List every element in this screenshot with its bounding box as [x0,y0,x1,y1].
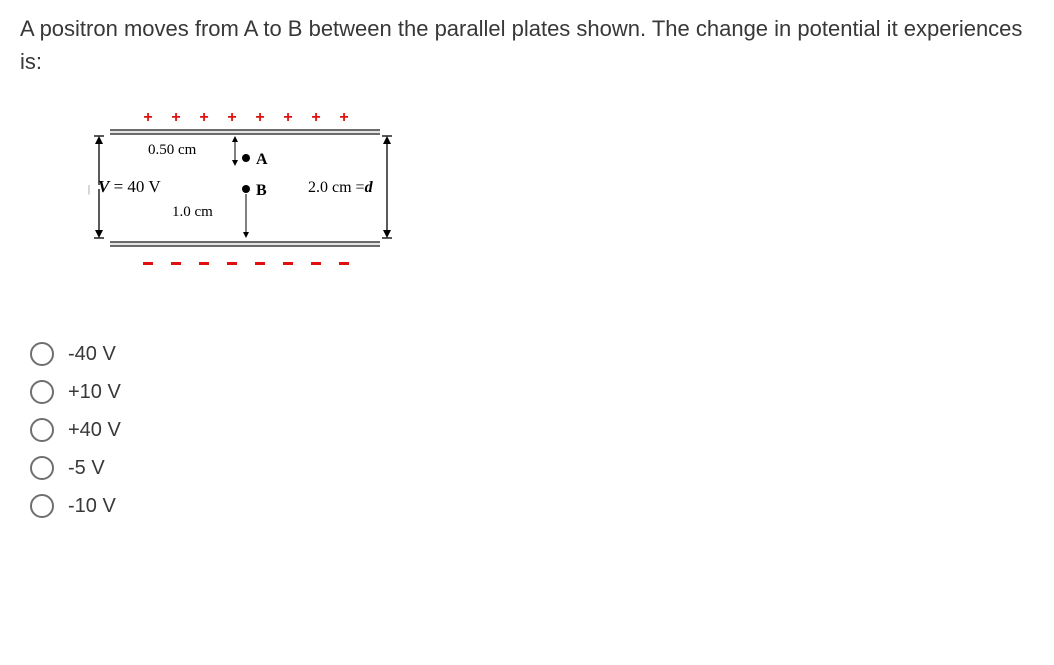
svg-text:+: + [171,109,180,126]
option-label: +10 V [68,381,121,404]
option-5[interactable]: -10 V [30,494,1034,518]
diagram-container: + + + + + + + + | AB 0.50 cm 1.0 cm V = 40 V 2.0 cm =… [60,102,400,282]
radio-icon [30,418,54,442]
option-3[interactable]: +40 V [30,418,1034,442]
svg-text:1.0 cm: 1.0 cm [172,204,213,220]
svg-text:|: | [88,184,90,195]
option-1[interactable]: -40 V [30,342,1034,366]
radio-icon [30,342,54,366]
option-label: -5 V [68,457,105,480]
svg-text:+: + [227,109,236,126]
svg-text:+: + [283,109,292,126]
svg-text:A: A [256,151,268,168]
radio-icon [30,380,54,404]
svg-text:+: + [339,109,348,126]
option-label: -10 V [68,495,116,518]
option-label: +40 V [68,419,121,442]
radio-icon [30,456,54,480]
svg-text:+: + [255,109,264,126]
option-2[interactable]: +10 V [30,380,1034,404]
question-text: A positron moves from A to B between the… [20,12,1034,78]
svg-text:B: B [256,182,267,199]
svg-text:+: + [199,109,208,126]
svg-text:2.0 cm =d: 2.0 cm =d [308,179,374,196]
parallel-plates-diagram: + + + + + + + + | AB 0.50 cm 1.0 cm V = 40 V 2.0 cm =… [60,102,400,282]
svg-text:+: + [143,109,152,126]
svg-text:V = 40 V: V = 40 V [98,177,161,196]
svg-text:+: + [311,109,320,126]
option-label: -40 V [68,343,116,366]
option-4[interactable]: -5 V [30,456,1034,480]
radio-icon [30,494,54,518]
svg-text:0.50 cm: 0.50 cm [148,142,197,158]
options-list: -40 V +10 V +40 V -5 V -10 V [30,342,1034,518]
